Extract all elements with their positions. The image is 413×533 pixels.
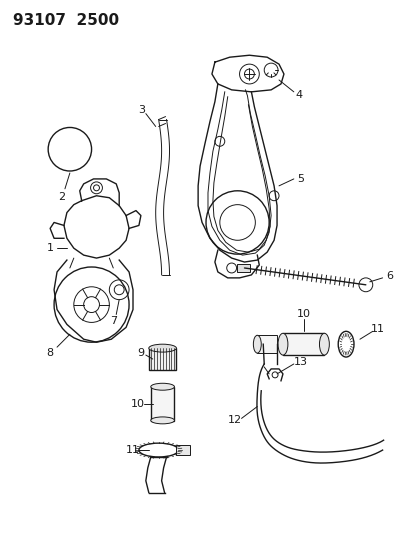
FancyBboxPatch shape xyxy=(257,335,276,353)
FancyBboxPatch shape xyxy=(282,333,324,355)
FancyBboxPatch shape xyxy=(148,348,176,370)
Ellipse shape xyxy=(319,333,328,355)
FancyBboxPatch shape xyxy=(150,387,174,422)
FancyBboxPatch shape xyxy=(176,445,190,455)
Text: 8: 8 xyxy=(46,348,54,358)
Ellipse shape xyxy=(253,335,261,353)
Ellipse shape xyxy=(150,417,174,424)
Text: 2: 2 xyxy=(58,192,65,201)
Text: 9: 9 xyxy=(137,348,144,358)
Text: 1: 1 xyxy=(47,243,54,253)
Text: 10: 10 xyxy=(131,399,145,409)
Text: 5: 5 xyxy=(297,174,304,184)
Text: 10: 10 xyxy=(296,310,310,319)
Text: 11: 11 xyxy=(126,445,140,455)
Text: 6: 6 xyxy=(385,271,392,281)
Ellipse shape xyxy=(148,344,176,352)
Text: 3: 3 xyxy=(138,104,145,115)
Text: 4: 4 xyxy=(294,90,301,100)
Text: 7: 7 xyxy=(109,317,116,326)
Text: 93107  2500: 93107 2500 xyxy=(13,13,119,28)
Text: 13: 13 xyxy=(293,357,307,367)
Text: 12: 12 xyxy=(227,415,241,425)
Ellipse shape xyxy=(278,333,287,355)
Text: 11: 11 xyxy=(370,325,384,334)
FancyBboxPatch shape xyxy=(236,264,250,272)
Ellipse shape xyxy=(150,383,174,390)
